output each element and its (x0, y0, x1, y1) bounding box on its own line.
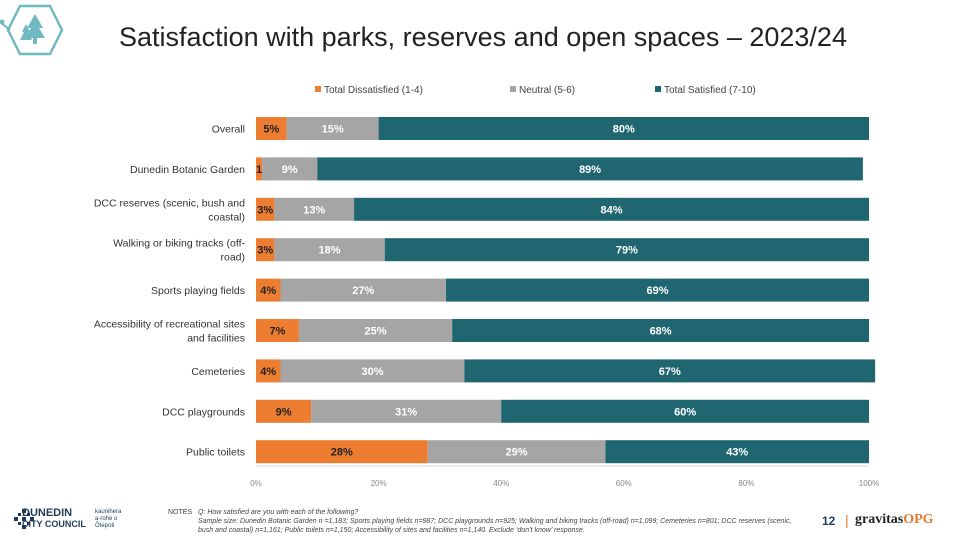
data-label: 18% (319, 245, 341, 257)
data-label: 3% (257, 245, 273, 257)
tree-hexagon-logo (0, 0, 70, 60)
page-title: Satisfaction with parks, reserves and op… (119, 22, 847, 52)
legend-label-0: Total Dissatisfied (1-4) (324, 85, 423, 96)
data-label: 27% (352, 285, 374, 297)
bar-segment (298, 319, 453, 342)
data-label: 3% (257, 204, 273, 216)
category-label: Overall (212, 124, 245, 136)
bar-segment (256, 157, 263, 181)
dcc-logo-line2: CITY COUNCIL (22, 519, 86, 529)
bar-segment (427, 440, 606, 464)
notes: NOTES Q: How satisfied are you with each… (168, 508, 798, 535)
notes-label: NOTES (168, 509, 193, 516)
category-label: road) (220, 252, 245, 264)
bar-segment (286, 117, 379, 140)
bar-segment (317, 157, 863, 181)
x-tick-label: 40% (493, 479, 509, 488)
legend-swatch-2 (655, 86, 661, 92)
data-label: 31% (395, 406, 417, 418)
bar-segment (256, 359, 281, 383)
data-label: 15% (322, 124, 344, 136)
data-label: 25% (365, 326, 387, 338)
data-label: 28% (331, 447, 353, 459)
data-label: 5% (263, 124, 279, 136)
category-label: coastal) (208, 211, 245, 223)
gravitas-word: gravitas (855, 512, 904, 527)
bar-segment (464, 359, 876, 383)
data-label: 84% (601, 204, 623, 216)
data-label: 29% (506, 447, 528, 459)
bar-segment (256, 399, 312, 423)
legend-swatch-1 (510, 86, 516, 92)
data-label: 89% (579, 164, 601, 176)
bar-segment (256, 440, 428, 464)
notes-question: Q: How satisfied are you with each of th… (198, 509, 359, 516)
bar-segment (256, 117, 287, 140)
x-tick-label: 20% (371, 479, 387, 488)
data-label: 4% (260, 366, 276, 378)
bar-segment (274, 197, 355, 221)
bar-segment (378, 117, 869, 140)
bar-segment (354, 197, 870, 221)
data-label: 4% (260, 285, 276, 297)
bar-segment (501, 399, 869, 423)
bar-segment (446, 278, 869, 302)
data-label: 80% (613, 124, 635, 136)
dcc-logo-maori: kaunihera a-rohe o Ōtepoti (95, 509, 122, 529)
brand-separator: | (845, 512, 849, 528)
data-label: 30% (361, 366, 383, 378)
notes-sample: Sample size: Dunedin Botanic Garden n =1… (198, 518, 792, 534)
bar-segment (256, 319, 299, 342)
bar-segment (274, 238, 385, 262)
data-label: 43% (726, 447, 748, 459)
x-tick-label: 60% (616, 479, 632, 488)
category-label: Sports playing fields (151, 285, 245, 297)
category-label: DCC reserves (scenic, bush and (94, 197, 245, 209)
bar-segment (280, 278, 447, 302)
category-label: Walking or biking tracks (off- (113, 238, 245, 250)
bar-segment (311, 399, 502, 423)
legend-label-1: Neutral (5-6) (519, 85, 575, 96)
category-label: Accessibility of recreational sites (94, 319, 245, 331)
dcc-logo-line1: DUNEDIN (22, 507, 73, 519)
data-label: 60% (674, 406, 696, 418)
bar-segment (256, 278, 281, 302)
legend-label-2: Total Satisfied (7-10) (664, 85, 756, 96)
data-label: 68% (650, 326, 672, 338)
category-label: Public toilets (186, 447, 245, 459)
category-label: and facilities (187, 333, 245, 345)
bar-segment (262, 157, 318, 181)
category-label: Cemeteries (191, 366, 245, 378)
data-label: 69% (646, 285, 668, 297)
bar-segment (452, 319, 869, 342)
x-tick-label: 80% (738, 479, 754, 488)
data-label: 79% (616, 245, 638, 257)
gravitas-logo: gravitasOPG (855, 512, 934, 528)
legend-swatch-0 (315, 86, 321, 92)
opg-word: OPG (903, 512, 934, 527)
x-tick-label: 0% (250, 479, 262, 488)
page-number: 12 (822, 514, 836, 528)
x-tick-label: 100% (859, 479, 879, 488)
bar-segment (280, 359, 465, 383)
bar-segment (256, 238, 275, 262)
category-label: Dunedin Botanic Garden (130, 164, 245, 176)
stacked-bar-chart: Total Dissatisfied (1-4) Neutral (5-6) Tot… (94, 85, 879, 488)
dcc-logo (14, 506, 134, 536)
bar-segment (384, 238, 869, 262)
bar-segment (605, 440, 869, 464)
data-label: 9% (282, 164, 298, 176)
data-label: 13% (303, 204, 325, 216)
bar-segment (256, 197, 275, 221)
data-label: 7% (270, 326, 286, 338)
data-label: 9% (276, 406, 292, 418)
data-label: 67% (659, 366, 681, 378)
category-label: DCC playgrounds (162, 406, 245, 418)
